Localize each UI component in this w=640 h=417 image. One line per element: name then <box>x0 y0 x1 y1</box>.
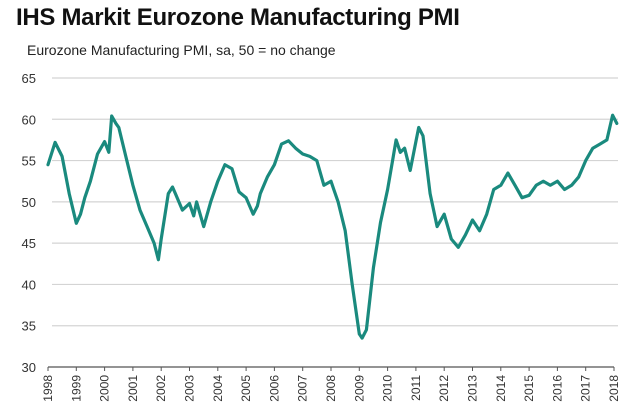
x-tick-label: 2007 <box>296 375 310 402</box>
x-tick-label: 2016 <box>550 375 564 402</box>
y-tick-label: 45 <box>22 236 36 251</box>
x-tick-label: 1998 <box>41 375 55 402</box>
y-tick-label: 40 <box>22 277 36 292</box>
x-tick-label: 2013 <box>466 375 480 402</box>
x-tick-label: 2010 <box>381 375 395 402</box>
x-tick-label: 2015 <box>522 375 536 402</box>
x-tick-label: 2012 <box>437 375 451 402</box>
x-tick-label: 2018 <box>607 375 621 402</box>
x-tick-label: 2017 <box>579 375 593 402</box>
y-tick-label: 50 <box>22 195 36 210</box>
x-tick-label: 2003 <box>183 375 197 402</box>
x-tick-label: 2001 <box>126 375 140 402</box>
pmi-series-line <box>46 113 619 340</box>
x-tick-label: 2004 <box>211 375 225 402</box>
x-tick-label: 2008 <box>324 375 338 402</box>
x-tick-label: 2011 <box>409 375 423 401</box>
x-tick-label: 2006 <box>267 375 281 402</box>
y-tick-label: 60 <box>22 112 36 127</box>
y-tick-label: 35 <box>22 319 36 334</box>
x-tick-label: 2009 <box>352 375 366 402</box>
x-tick-label: 1999 <box>69 375 83 402</box>
y-tick-label: 55 <box>22 154 36 169</box>
chart-subtitle: Eurozone Manufacturing PMI, sa, 50 = no … <box>27 42 336 58</box>
x-tick-label: 2005 <box>239 375 253 402</box>
chart-title: IHS Markit Eurozone Manufacturing PMI <box>16 4 460 31</box>
x-tick-label: 2002 <box>154 375 168 402</box>
x-tick-label: 2014 <box>494 375 508 402</box>
y-tick-label: 65 <box>22 71 36 86</box>
y-tick-label: 30 <box>22 360 36 375</box>
x-tick-label: 2000 <box>98 375 112 402</box>
